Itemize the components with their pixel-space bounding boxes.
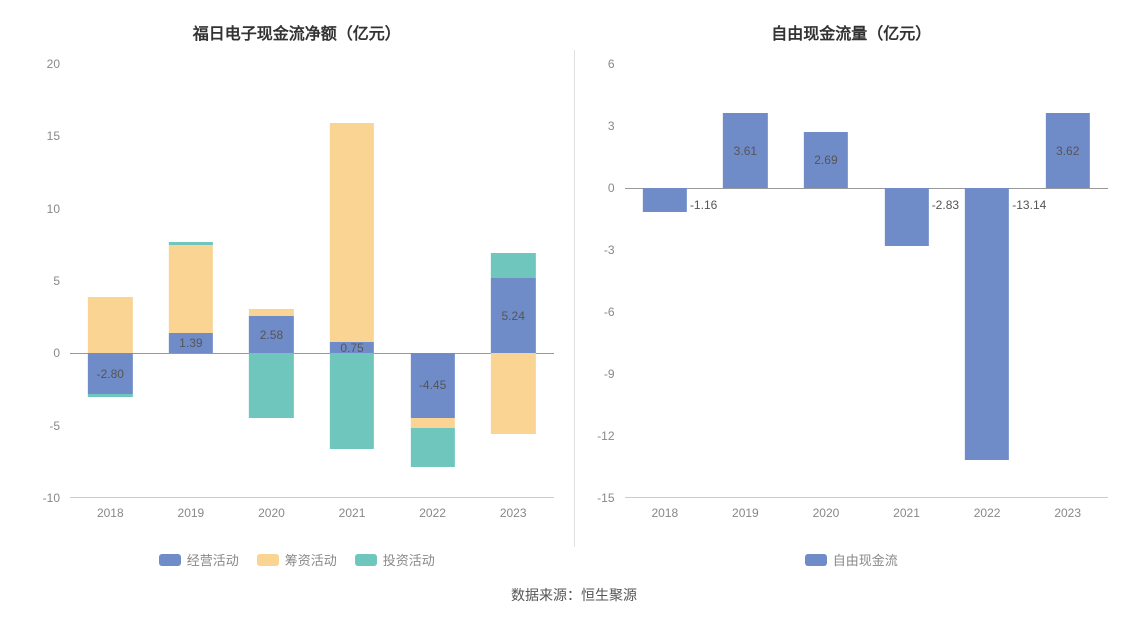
left-plot-area: -2.80 1.39 2.58 0.75 -4.45 5.24 <box>70 64 554 498</box>
x-label: 2021 <box>312 498 393 528</box>
bar-segment-financing <box>88 297 132 353</box>
x-label: 2018 <box>625 498 706 528</box>
y-tick: 6 <box>575 57 615 71</box>
x-label: 2019 <box>151 498 232 528</box>
legend-swatch <box>159 554 181 566</box>
x-label: 2022 <box>947 498 1028 528</box>
left-plot-region: -10-505101520 -2.801.392.580.75-4.455.24… <box>70 64 554 528</box>
data-source-label: 数据来源：恒生聚源 <box>0 577 1148 619</box>
bar-value-label: 5.24 <box>502 309 525 323</box>
bar-slot: 3.61 <box>705 64 786 498</box>
right-y-axis: -15-12-9-6-3036 <box>575 64 620 498</box>
bar-segment-fcf <box>965 188 1009 460</box>
y-tick: -10 <box>20 491 60 505</box>
bar-segment-financing <box>330 123 374 343</box>
legend-item-fcf: 自由现金流 <box>805 550 898 569</box>
y-tick: -6 <box>575 305 615 319</box>
x-label: 2020 <box>231 498 312 528</box>
bar-segment-fcf <box>884 188 928 246</box>
x-label: 2022 <box>392 498 473 528</box>
bar-segment-financing <box>169 245 213 333</box>
legend-swatch <box>805 554 827 566</box>
y-tick: 15 <box>20 129 60 143</box>
y-tick: 0 <box>575 181 615 195</box>
left-chart-panel: 福日电子现金流净额（亿元） -10 -5 0 5 10 15 20 -2.80 1.39 2.5… <box>20 10 574 577</box>
x-label: 2021 <box>866 498 947 528</box>
right-x-labels: 201820192020202120222023 <box>625 498 1109 528</box>
legend-text: 投资活动 <box>383 550 435 569</box>
bar-segment-investing <box>410 428 454 467</box>
y-tick: -15 <box>575 491 615 505</box>
bar-value-label: 1.39 <box>179 336 202 350</box>
bar-segment-financing <box>249 309 293 316</box>
legend-text: 筹资活动 <box>285 550 337 569</box>
bar-value-label: 2.58 <box>260 328 283 342</box>
x-label: 2023 <box>473 498 554 528</box>
bar-segment-investing <box>330 353 374 448</box>
legend-text: 自由现金流 <box>833 550 898 569</box>
bar-segment-fcf <box>643 188 687 212</box>
bar-segment-financing <box>410 418 454 428</box>
y-tick: 20 <box>20 57 60 71</box>
bar-segment-investing <box>491 253 535 278</box>
left-legend: 经营活动 筹资活动 投资活动 <box>20 550 574 569</box>
y-tick: 5 <box>20 274 60 288</box>
bar-slot: 2.58 <box>231 64 312 498</box>
bar-slot: 5.24 <box>473 64 554 498</box>
left-chart-title: 福日电子现金流净额（亿元） <box>20 20 574 44</box>
x-label: 2023 <box>1027 498 1108 528</box>
right-chart-panel: 自由现金流量（亿元） -15 -12 -9 -6 -3 0 3 6 -1.16 3.61 2.69… <box>575 10 1129 577</box>
bar-segment-investing <box>249 353 293 418</box>
legend-swatch <box>355 554 377 566</box>
right-legend: 自由现金流 <box>575 550 1129 569</box>
bar-value-label: 3.61 <box>734 144 757 158</box>
bar-slot: 2.69 <box>786 64 867 498</box>
bar-slot: -13.14 <box>947 64 1028 498</box>
bar-slot: -4.45 <box>392 64 473 498</box>
bar-slot: -2.80 <box>70 64 151 498</box>
bar-slot: -2.83 <box>866 64 947 498</box>
charts-row: 福日电子现金流净额（亿元） -10 -5 0 5 10 15 20 -2.80 1.39 2.5… <box>0 0 1148 577</box>
y-tick: -9 <box>575 367 615 381</box>
right-chart-title: 自由现金流量（亿元） <box>575 20 1129 44</box>
y-tick: 3 <box>575 119 615 133</box>
x-label: 2020 <box>786 498 867 528</box>
bar-value-label: -2.80 <box>97 367 124 381</box>
y-tick: 0 <box>20 346 60 360</box>
y-tick: 10 <box>20 202 60 216</box>
left-y-axis: -10-505101520 <box>20 64 65 498</box>
bar-value-label: 0.75 <box>340 341 363 355</box>
legend-item-operating: 经营活动 <box>159 550 239 569</box>
right-plot-area: -1.16 3.61 2.69 -2.83-13.14 3.62 <box>625 64 1109 498</box>
bar-slot: 1.39 <box>151 64 232 498</box>
legend-item-investing: 投资活动 <box>355 550 435 569</box>
legend-item-financing: 筹资活动 <box>257 550 337 569</box>
bar-slot: 0.75 <box>312 64 393 498</box>
x-label: 2018 <box>70 498 151 528</box>
legend-text: 经营活动 <box>187 550 239 569</box>
bar-segment-financing <box>491 353 535 434</box>
bar-value-label: 3.62 <box>1056 144 1079 158</box>
y-tick: -5 <box>20 419 60 433</box>
bar-segment-investing <box>88 394 132 397</box>
bar-value-label: 2.69 <box>814 153 837 167</box>
dashboard: 福日电子现金流净额（亿元） -10 -5 0 5 10 15 20 -2.80 1.39 2.5… <box>0 0 1148 619</box>
bar-slot: -1.16 <box>625 64 706 498</box>
right-plot-region: -15-12-9-6-3036 -1.163.612.69-2.83-13.14… <box>625 64 1109 528</box>
y-tick: -3 <box>575 243 615 257</box>
bar-segment-investing <box>169 242 213 245</box>
y-tick: -12 <box>575 429 615 443</box>
bar-slot: 3.62 <box>1027 64 1108 498</box>
left-x-labels: 201820192020202120222023 <box>70 498 554 528</box>
x-label: 2019 <box>705 498 786 528</box>
bar-value-label: -4.45 <box>419 378 446 392</box>
legend-swatch <box>257 554 279 566</box>
